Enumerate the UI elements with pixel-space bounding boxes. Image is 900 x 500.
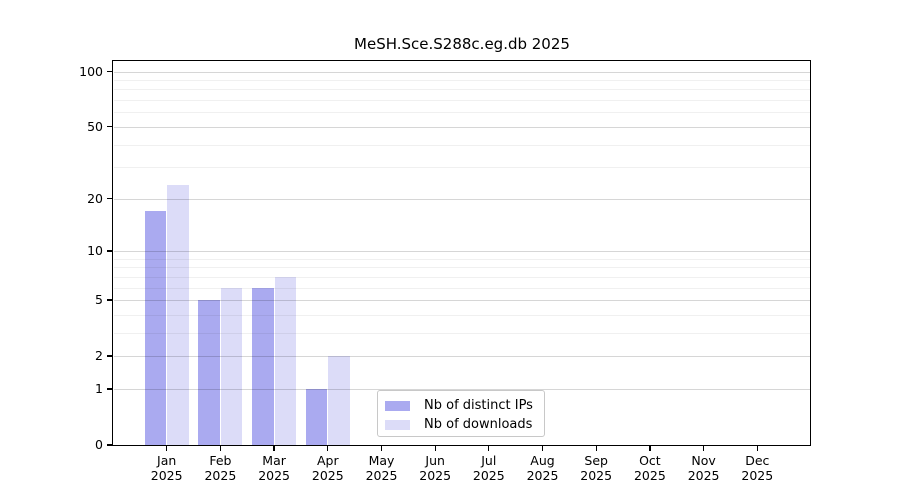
chart-title: MeSH.Sce.S288c.eg.db 2025 [354, 35, 570, 53]
minor-gridline [114, 89, 810, 91]
major-gridline [114, 71, 810, 73]
x-tick-label-apr: Apr 2025 [311, 453, 344, 483]
bar-downloads-jan [167, 184, 189, 445]
major-gridline [114, 356, 810, 358]
bar-downloads-feb [220, 287, 243, 445]
major-gridline [114, 198, 810, 200]
bar-downloads-mar [274, 276, 297, 445]
minor-gridline [114, 332, 810, 334]
x-tick-label-feb: Feb 2025 [204, 453, 237, 483]
minor-gridline [114, 258, 810, 260]
y-tick-mark [107, 355, 112, 357]
bar-distinct-ips-feb [198, 300, 220, 445]
bar-downloads-apr [328, 356, 350, 445]
minor-gridline [114, 167, 810, 169]
y-tick-mark [107, 197, 112, 200]
y-tick-label: 100 [79, 63, 103, 79]
y-tick-label: 5 [95, 292, 103, 307]
minor-gridline [114, 267, 810, 269]
x-tick-mark [541, 446, 544, 451]
major-gridline [114, 388, 810, 390]
minor-gridline [114, 112, 810, 114]
x-tick-label-mar: Mar 2025 [258, 453, 290, 483]
y-tick-mark [107, 250, 112, 252]
legend-item-downloads: Nb of downloads [385, 415, 544, 434]
minor-gridline [114, 314, 810, 316]
legend-item-distinct-ips: Nb of distinct IPs [385, 396, 544, 415]
minor-gridline [114, 287, 810, 289]
minor-gridline [114, 100, 810, 101]
x-tick-label-may: May 2025 [365, 453, 398, 483]
y-tick-label: 20 [87, 190, 103, 206]
y-tick-mark [107, 70, 112, 73]
x-tick-label-sep: Sep 2025 [580, 453, 613, 483]
minor-gridline [114, 276, 810, 278]
x-tick-mark [702, 446, 705, 451]
x-tick-mark [327, 446, 329, 451]
bar-distinct-ips-jan [144, 211, 167, 445]
x-tick-label-aug: Aug 2025 [526, 453, 559, 483]
x-tick-mark [273, 446, 275, 451]
minor-gridline [114, 79, 810, 81]
major-gridline [114, 250, 810, 252]
y-tick-label: 2 [95, 348, 103, 364]
legend-swatch-distinct-ips [385, 400, 410, 411]
x-tick-label-dec: Dec 2025 [741, 453, 774, 483]
x-tick-mark [488, 446, 490, 451]
y-tick-label: 1 [95, 380, 103, 396]
x-tick-label-jan: Jan 2025 [150, 453, 183, 483]
x-tick-mark [166, 446, 168, 451]
x-tick-mark [756, 446, 758, 451]
bar-distinct-ips-mar [252, 287, 274, 445]
major-gridline [114, 300, 810, 301]
major-gridline [114, 126, 810, 128]
bar-distinct-ips-apr [305, 388, 328, 445]
x-tick-mark [595, 446, 597, 451]
legend-swatch-downloads [385, 419, 410, 430]
x-tick-label-jun: Jun 2025 [419, 453, 452, 483]
minor-gridline [114, 144, 810, 146]
y-tick-mark [107, 299, 112, 301]
y-tick-mark [107, 444, 112, 446]
y-tick-label: 50 [87, 118, 103, 134]
x-tick-mark [649, 446, 651, 451]
y-tick-mark [107, 126, 112, 128]
x-tick-mark [219, 446, 222, 451]
x-tick-mark [434, 446, 436, 451]
y-tick-mark [107, 388, 112, 390]
y-tick-label: 0 [95, 437, 103, 452]
y-tick-label: 10 [87, 242, 103, 258]
legend-label-distinct-ips: Nb of distinct IPs [424, 398, 533, 413]
x-tick-label-nov: Nov 2025 [687, 453, 720, 483]
legend-label-downloads: Nb of downloads [424, 417, 533, 432]
x-tick-label-oct: Oct 2025 [633, 453, 666, 483]
x-tick-mark [380, 446, 383, 451]
legend: Nb of distinct IPs Nb of downloads [377, 390, 545, 437]
x-tick-label-jul: Jul 2025 [472, 453, 505, 483]
